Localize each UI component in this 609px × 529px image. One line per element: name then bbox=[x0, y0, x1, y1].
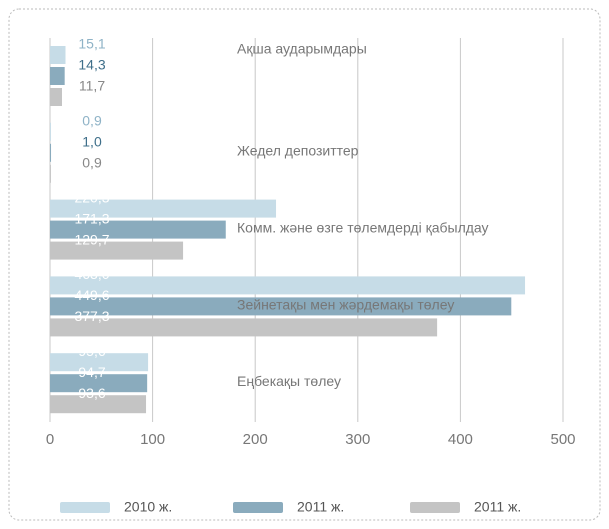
value-label: 129,7 bbox=[74, 231, 109, 247]
category-label: Еңбекақы төлеу bbox=[237, 373, 341, 389]
x-tick-label: 400 bbox=[448, 431, 473, 448]
bar bbox=[50, 297, 512, 316]
bar bbox=[50, 353, 149, 372]
legend-swatch bbox=[60, 502, 110, 513]
x-tick-label: 100 bbox=[140, 431, 165, 448]
value-label: 94,7 bbox=[78, 364, 105, 380]
value-label: 11,7 bbox=[79, 78, 105, 94]
bar bbox=[50, 46, 66, 64]
x-tick-label: 0 bbox=[46, 431, 54, 448]
legend-swatch bbox=[410, 502, 460, 513]
legend-label: 2011 ж. bbox=[297, 499, 344, 515]
category-label: Жедел депозиттер bbox=[237, 143, 359, 159]
bar bbox=[50, 395, 147, 414]
value-label: 377,3 bbox=[74, 308, 109, 324]
bar bbox=[50, 122, 51, 141]
bar bbox=[50, 164, 51, 183]
value-label: 463,0 bbox=[74, 266, 109, 282]
value-label: 220,3 bbox=[74, 189, 109, 205]
value-label: 449,6 bbox=[74, 287, 109, 303]
value-label: 0,9 bbox=[82, 155, 102, 171]
bar bbox=[50, 220, 226, 239]
bar bbox=[50, 199, 277, 218]
value-label: 95,6 bbox=[78, 343, 105, 359]
value-label: 1,0 bbox=[82, 134, 102, 150]
legend-swatch bbox=[233, 502, 283, 513]
category-label: Ақша аударымдары bbox=[237, 41, 367, 57]
bar bbox=[50, 318, 438, 337]
bar bbox=[50, 276, 526, 295]
value-label: 14,3 bbox=[78, 57, 105, 73]
bar bbox=[50, 241, 184, 260]
chart-frame bbox=[8, 8, 601, 521]
value-label: 0,9 bbox=[82, 113, 102, 129]
legend-label: 2010 ж. bbox=[124, 499, 172, 515]
category-label: Комм. және өзге төлемдерді қабылдау bbox=[237, 220, 489, 236]
x-tick-label: 200 bbox=[243, 431, 268, 448]
value-label: 93,6 bbox=[78, 385, 105, 401]
legend-label: 2011 ж. bbox=[474, 499, 521, 515]
value-label: 171,3 bbox=[74, 210, 109, 226]
bar bbox=[50, 143, 52, 162]
x-tick-label: 500 bbox=[550, 431, 575, 448]
category-label: Зейнетақы мен жәрдемақы төлеу bbox=[237, 296, 454, 312]
bar bbox=[50, 374, 148, 393]
bar bbox=[50, 67, 65, 85]
x-tick-label: 300 bbox=[345, 431, 370, 448]
value-label: 15,1 bbox=[78, 36, 105, 52]
bar bbox=[50, 88, 63, 106]
